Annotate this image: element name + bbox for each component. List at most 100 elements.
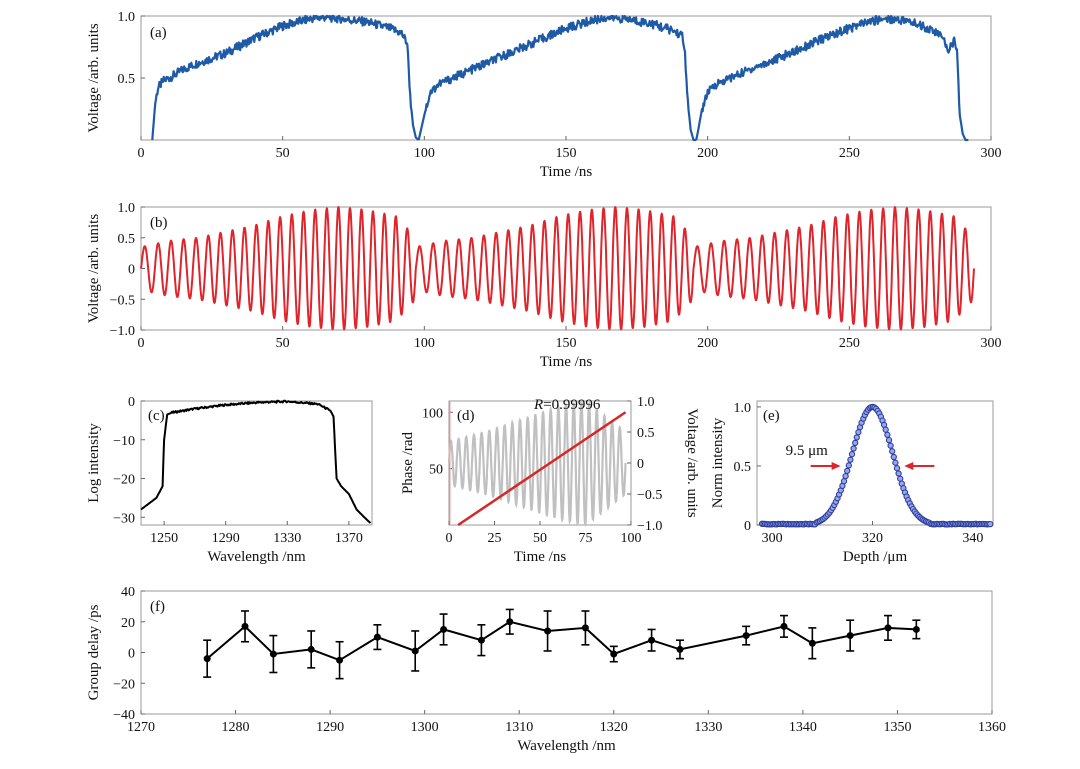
x-tick-label: 1290	[212, 531, 240, 546]
data-point	[882, 426, 889, 433]
data-point	[241, 622, 249, 630]
x-tick-label: 0	[138, 336, 145, 351]
data-point	[440, 625, 448, 633]
x-tick-label: 340	[962, 531, 983, 546]
x-tick-label: 100	[414, 336, 435, 351]
x-tick-label: 50	[533, 531, 547, 546]
y-tick-label: 40	[121, 585, 135, 600]
data-point	[203, 655, 211, 663]
data-point	[648, 636, 656, 644]
data-point	[676, 645, 684, 653]
x-tick-label: 1340	[789, 720, 817, 735]
y2-tick-label: −0.5	[637, 488, 662, 503]
series-line-sweep-2	[417, 14, 697, 142]
x-tick-label: 150	[556, 146, 577, 161]
x-tick-label: 0	[446, 531, 453, 546]
data-point	[842, 472, 849, 480]
data-point	[411, 647, 419, 655]
data-point	[269, 650, 277, 658]
data-point	[845, 462, 852, 469]
y-tick-label: 0	[128, 263, 135, 278]
x-axis-label: Time /ns	[540, 164, 593, 180]
panel-tag: (a)	[150, 25, 167, 41]
x-tick-label: 1310	[505, 720, 533, 735]
data-point	[884, 431, 891, 438]
data-point	[846, 632, 854, 640]
y-axis-label: Norm intensity	[710, 417, 726, 508]
x-tick-label: 1360	[978, 720, 1006, 735]
y-tick-label: 100	[422, 406, 443, 421]
x-tick-label: 100	[621, 531, 642, 546]
x-tick-label: 300	[981, 336, 1002, 351]
data-point	[336, 656, 344, 664]
fwhm-annotation: 9.5 μm	[786, 443, 829, 459]
x-tick-label: 150	[556, 336, 577, 351]
series-line-segment-1	[140, 206, 417, 331]
data-point	[848, 451, 856, 458]
y-tick-label: −40	[113, 708, 135, 723]
x-axis-label: Time /ns	[514, 549, 567, 565]
y-tick-label: 1.0	[118, 10, 136, 25]
panel-tag: (b)	[150, 215, 168, 231]
x-tick-label: 250	[839, 146, 860, 161]
y2-axis-label: Voltage /arb. units	[684, 408, 700, 517]
y-tick-label: −30	[113, 511, 135, 526]
x-axis-label: Wavelength /nm	[207, 549, 306, 565]
y-axis-label: Phase /rad	[400, 431, 416, 494]
x-axis-label: Time /ns	[540, 354, 593, 370]
x-tick-label: 1300	[411, 720, 439, 735]
series-line-sweep-1	[151, 14, 420, 141]
y-tick-label: 0.5	[734, 460, 752, 475]
data-point	[307, 645, 315, 653]
x-tick-label: 1370	[335, 531, 363, 546]
data-point	[840, 478, 848, 485]
spectrum-line	[140, 399, 372, 524]
panel-b: 0 50 100 150 200 250 300 −1.0 −0.5 0 0.5 1.0 Time /n…	[86, 201, 1002, 370]
correlation-symbol: R	[533, 397, 543, 413]
y-tick-label: 0	[128, 647, 135, 662]
data-point	[855, 429, 862, 436]
y-tick-label: 20	[121, 616, 135, 631]
data-point	[987, 520, 994, 528]
panel-e: 300 320 340 0 0.5 1.0 Depth /μm Norm intensity (…	[710, 400, 994, 565]
y2-tick-label: 0	[637, 457, 644, 472]
panel-d: 0 25 50 75 100 50 100 Time /ns Phase /rad −1.0 −0.…	[400, 395, 700, 565]
y2-tick-label: −1.0	[637, 519, 662, 534]
y-axis-label: Log intensity	[86, 423, 102, 503]
x-tick-label: 250	[839, 336, 860, 351]
series-line-sweep-3	[695, 14, 969, 142]
data-point	[889, 448, 896, 455]
series-line-segment-2	[414, 206, 695, 331]
panel-c: 1250 1290 1330 1370 −30 −20 −10 0 Wavelength /nm…	[86, 395, 373, 565]
panel-tag: (f)	[150, 599, 165, 615]
x-tick-label: 1330	[273, 531, 301, 546]
x-tick-label: 100	[414, 146, 435, 161]
y-tick-label: −10	[113, 434, 135, 449]
y-tick-label: 1.0	[734, 401, 752, 416]
x-tick-label: 75	[579, 531, 593, 546]
y-tick-label: 50	[429, 463, 443, 478]
fwhm-arrowhead-right	[904, 461, 914, 470]
y-tick-label: 0.5	[118, 72, 136, 87]
y-axis-label: Group delay /ps	[86, 604, 102, 700]
data-point	[477, 636, 485, 644]
series-line-segment-3	[692, 206, 975, 331]
data-point	[742, 632, 750, 640]
x-tick-label: 200	[697, 336, 718, 351]
data-point	[373, 633, 381, 641]
correlation-annotation: R=0.99996	[533, 397, 601, 413]
data-point	[893, 465, 901, 472]
data-point	[506, 618, 514, 626]
data-point	[887, 442, 894, 449]
y-tick-label: −20	[113, 677, 135, 692]
y-tick-label: 1.0	[118, 201, 136, 216]
panel-tag: (d)	[457, 408, 475, 424]
data-point	[610, 650, 618, 658]
voltage-oscillation-line	[447, 401, 627, 527]
x-tick-label: 1250	[150, 531, 178, 546]
data-point	[892, 459, 899, 466]
y-tick-label: 0	[128, 395, 135, 410]
panel-tag: (e)	[763, 408, 780, 424]
data-point	[912, 625, 920, 633]
